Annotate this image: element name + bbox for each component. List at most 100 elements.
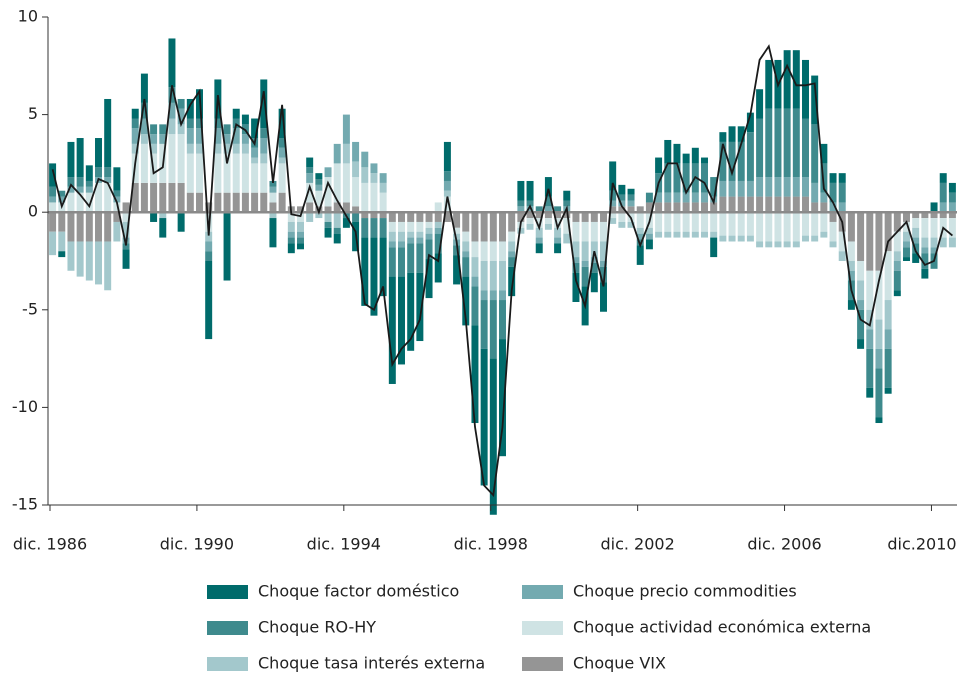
bar-segment [342, 163, 350, 203]
bar-segment [425, 239, 433, 260]
x-tick-label: dic. 2006 [747, 535, 821, 554]
bar-segment [333, 212, 341, 228]
bar-segment [756, 89, 764, 119]
bar-segment [857, 212, 865, 261]
bar-segment [260, 79, 268, 129]
bar-segment [232, 153, 240, 193]
bar-segment [214, 192, 222, 213]
bar-segment [783, 50, 791, 109]
bar-segment [241, 153, 249, 193]
bar-segment [214, 143, 222, 154]
bar-segment [590, 257, 598, 263]
bar-segment [866, 348, 874, 388]
bar-segment [673, 163, 681, 193]
legend-swatch [522, 657, 563, 671]
bar-segment [572, 262, 580, 273]
bar-segment [526, 206, 534, 213]
bar-segment [609, 212, 617, 219]
bar-segment [232, 108, 240, 119]
bar-segment [416, 221, 424, 232]
bar-segment [829, 241, 837, 248]
bar-segment [884, 329, 892, 349]
bar-segment [609, 190, 617, 201]
bar-segment [407, 272, 415, 351]
bar-segment [122, 249, 130, 269]
bar-segment [333, 163, 341, 203]
bar-segment [306, 157, 314, 168]
bar-segment [719, 132, 727, 142]
bar-segment [462, 231, 470, 242]
bar-segment [875, 319, 883, 349]
bar-segment [287, 231, 295, 238]
bar-segment [544, 177, 552, 197]
bar-segment [811, 202, 819, 213]
bar-segment [939, 182, 947, 203]
bar-segment [737, 196, 745, 213]
bar-segment [76, 186, 84, 193]
bar-segment [58, 190, 66, 197]
bar-segment [287, 237, 295, 244]
bar-segment [407, 221, 415, 232]
bar-segment [361, 212, 369, 219]
bar-segment [884, 387, 892, 394]
bar-segment [205, 261, 213, 340]
bar-segment [618, 206, 626, 213]
bar-segment [691, 192, 699, 203]
bar-segment [728, 141, 736, 181]
bar-segment [765, 212, 773, 242]
bar-segment [875, 348, 883, 369]
bar-segment [857, 339, 865, 349]
bar-segment [471, 241, 479, 258]
bar-segment [416, 237, 424, 244]
bar-segment [783, 212, 791, 242]
bar-segment [443, 190, 451, 197]
bar-segment [425, 221, 433, 228]
bar-segment [645, 233, 653, 240]
bar-segment [802, 212, 809, 236]
bar-segment [618, 200, 626, 207]
bar-segment [627, 194, 635, 201]
bar-segment [352, 141, 360, 162]
bar-segment [728, 235, 736, 242]
bar-segment [140, 143, 148, 183]
bar-segment [324, 221, 332, 228]
bar-segment [113, 196, 121, 203]
bar-segment [866, 212, 874, 271]
bar-segment [251, 157, 259, 164]
bar-segment [829, 202, 837, 213]
bar-segment [875, 368, 883, 418]
bar-segment [333, 227, 341, 234]
y-tick-label: -10 [12, 397, 38, 416]
bar-segment [214, 118, 222, 129]
bar-segment [866, 329, 874, 349]
bar-segment [315, 173, 323, 180]
bar-segment [535, 243, 543, 254]
bar-segment [903, 221, 910, 232]
bar-segment [866, 309, 874, 330]
bar-segment [76, 138, 84, 178]
bar-segment [379, 218, 387, 238]
bar-segment [609, 200, 617, 207]
bar-segment [544, 206, 552, 213]
bar-segment [563, 218, 571, 234]
bar-segment [113, 167, 121, 191]
bar-segment [489, 358, 497, 515]
bar-segment [140, 182, 148, 213]
bar-segment [847, 261, 855, 271]
bar-segment [554, 212, 562, 219]
bar-segment [554, 218, 562, 228]
bar-segment [710, 237, 718, 258]
bar-segment [416, 231, 424, 238]
bar-segment [875, 270, 883, 320]
bar-segment [682, 231, 690, 238]
bar-segment [811, 182, 819, 203]
bar-segment [453, 245, 461, 256]
bar-segment [361, 182, 369, 213]
bar-segment [682, 192, 690, 203]
bar-segment [847, 270, 855, 281]
bar-segment [746, 235, 754, 242]
bar-segment [196, 153, 203, 193]
bar-segment [113, 221, 121, 242]
bar-segment [49, 163, 57, 187]
bar-segment [710, 212, 718, 232]
